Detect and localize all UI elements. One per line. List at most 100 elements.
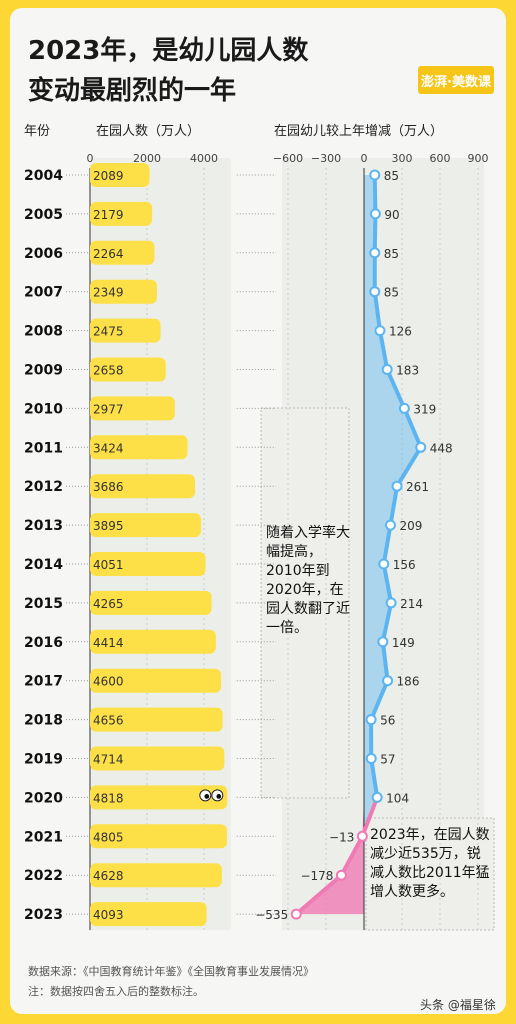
enrolled-bar [90, 746, 225, 771]
year-label: 2012 [24, 479, 63, 495]
change-line-segment [381, 523, 393, 566]
year-label: 2016 [24, 635, 63, 651]
change-point [378, 558, 390, 570]
change-tick-label: 300 [392, 152, 413, 165]
increase-area [364, 175, 421, 915]
change-value-label: 149 [392, 636, 415, 650]
enrolled-value-label: 4656 [93, 714, 124, 728]
change-value-label: 186 [397, 675, 420, 689]
change-value-label: −13 [329, 830, 354, 844]
chart-title-line2: 变动最剧烈的一年 [28, 76, 237, 106]
change-value-label: −535 [255, 908, 288, 922]
enrolled-value-label: 4093 [93, 908, 124, 922]
enrolled-value-label: 2179 [93, 208, 124, 222]
enrolled-value-label: 4818 [93, 791, 124, 805]
year-label: 2017 [24, 674, 63, 690]
change-tick-label: 0 [361, 152, 368, 165]
enrolled-value-label: 2264 [93, 247, 124, 261]
change-tick-label: −600 [273, 152, 303, 165]
change-value-label: 90 [384, 208, 399, 222]
enrolled-value-label: 2349 [93, 286, 124, 300]
change-point [385, 597, 397, 609]
change-point [335, 869, 347, 881]
enrolled-bar [90, 318, 161, 343]
enrolled-bar [90, 163, 150, 187]
change-line-segment [360, 795, 380, 839]
change-value-label: 57 [380, 753, 395, 767]
enrolled-value-label: 3895 [93, 519, 124, 533]
note-decline-box [365, 817, 495, 931]
change-value-label: 319 [413, 402, 436, 416]
enrolled-bar [90, 629, 216, 654]
header-year: 年份 [24, 124, 51, 139]
year-label: 2008 [24, 324, 63, 340]
change-point [369, 286, 381, 298]
bar-panel-bg [90, 158, 231, 931]
change-value-label: −178 [300, 869, 333, 883]
change-point [384, 519, 396, 531]
header-enrolled: 在园人数（万人） [96, 124, 201, 139]
change-tick-label: 900 [468, 152, 489, 165]
year-label: 2022 [24, 868, 63, 884]
year-label: 2009 [24, 363, 63, 379]
change-point [290, 908, 302, 920]
change-point [381, 364, 393, 375]
enrolled-value-label: 3686 [93, 480, 124, 494]
year-label: 2004 [24, 168, 63, 184]
enrolled-bar [90, 863, 222, 888]
enrolled-value-label: 4628 [93, 869, 124, 883]
change-point [371, 791, 383, 803]
enrolled-value-label: 4414 [93, 636, 124, 650]
footnote-line: 注：数据按四舍五入后的整数标注。 [28, 985, 204, 998]
enrolled-value-label: 4600 [93, 675, 124, 689]
change-line-segment [369, 756, 380, 800]
enrolled-bar [90, 435, 188, 460]
change-point [391, 480, 403, 492]
enrolled-value-label: 4265 [93, 597, 124, 611]
year-label: 2015 [24, 596, 63, 612]
year-label: 2011 [24, 440, 63, 456]
change-line-segment [339, 834, 365, 878]
eye-pupil-icon [216, 794, 222, 799]
change-value-label: 209 [399, 519, 422, 533]
enrolled-bar [90, 824, 227, 849]
change-value-label: 183 [396, 364, 419, 378]
change-point [415, 441, 427, 453]
change-tick-label: −300 [311, 152, 341, 165]
enrolled-bar [90, 279, 157, 304]
change-point [369, 247, 381, 259]
enrolled-bar [90, 902, 207, 927]
enrolled-value-label: 4714 [93, 753, 124, 767]
change-value-label: 85 [384, 247, 399, 261]
source-line: 数据来源：《中国教育统计年鉴》《全国教育事业发展情况》 [28, 965, 314, 978]
change-point [365, 714, 377, 726]
change-line-segment [380, 600, 394, 644]
change-value-label: 214 [400, 597, 423, 611]
change-value-label: 56 [380, 714, 395, 728]
change-line-segment [395, 445, 423, 489]
change-line-segment [372, 173, 378, 216]
header-change: 在园幼儿较上年增减（万人） [274, 124, 444, 139]
year-label: 2013 [24, 518, 63, 534]
change-value-label: 104 [386, 791, 409, 805]
change-line-segment [380, 639, 390, 683]
change-point [382, 675, 394, 687]
year-label: 2006 [24, 246, 63, 262]
change-value-label: 156 [393, 558, 416, 572]
change-point [374, 325, 386, 337]
note-growth: 随着入学率大幅提高，2010年到2020年，在园人数翻了近一倍。 [266, 525, 350, 636]
enrolled-bar [90, 240, 155, 265]
enrolled-value-label: 4051 [93, 558, 124, 572]
bar-tick-label: 0 [87, 152, 94, 165]
year-label: 2014 [24, 557, 63, 573]
change-point [377, 636, 389, 648]
enrolled-value-label: 4805 [93, 830, 124, 844]
change-value-label: 126 [389, 325, 412, 339]
enrolled-bar [90, 201, 153, 226]
enrolled-bar [90, 396, 175, 421]
year-label: 2007 [24, 285, 63, 301]
year-label: 2023 [24, 907, 63, 923]
change-value-label: 261 [406, 480, 429, 494]
year-label: 2010 [24, 401, 63, 417]
enrolled-bar [90, 474, 196, 499]
